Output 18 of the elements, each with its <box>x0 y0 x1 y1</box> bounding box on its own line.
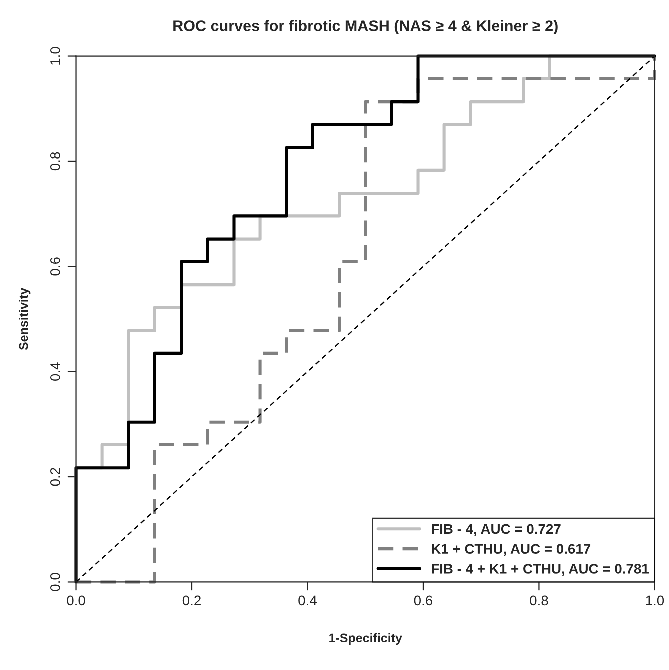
chart-title: ROC curves for fibrotic MASH (NAS ≥ 4 & Kleiner ≥ 2) <box>174 20 558 34</box>
y-tick-label: 0.2 <box>50 468 60 486</box>
legend-label: FIB - 4, AUC = 0.727 <box>432 524 561 536</box>
y-tick-label: 0.4 <box>50 362 60 381</box>
x-tick-label: 0.0 <box>67 596 86 606</box>
y-tick-label: 0.8 <box>50 152 60 171</box>
y-axis-title: Sensitivity <box>19 288 31 350</box>
y-tick-label: 1.0 <box>50 47 60 65</box>
x-tick-label: 0.8 <box>530 596 548 606</box>
x-axis-title: 1-Specificity <box>330 633 402 646</box>
y-tick-label: 0.6 <box>50 258 60 276</box>
y-tick-label: 0.0 <box>50 573 60 592</box>
x-tick-label: 1.0 <box>646 596 664 606</box>
x-tick-label: 0.4 <box>298 596 317 606</box>
x-tick-label: 0.6 <box>414 596 433 606</box>
x-tick-label: 0.2 <box>182 596 201 606</box>
legend-label: FIB - 4 + K1 + CTHU, AUC = 0.781 <box>432 564 650 576</box>
legend-label: K1 + CTHU, AUC = 0.617 <box>432 544 591 556</box>
